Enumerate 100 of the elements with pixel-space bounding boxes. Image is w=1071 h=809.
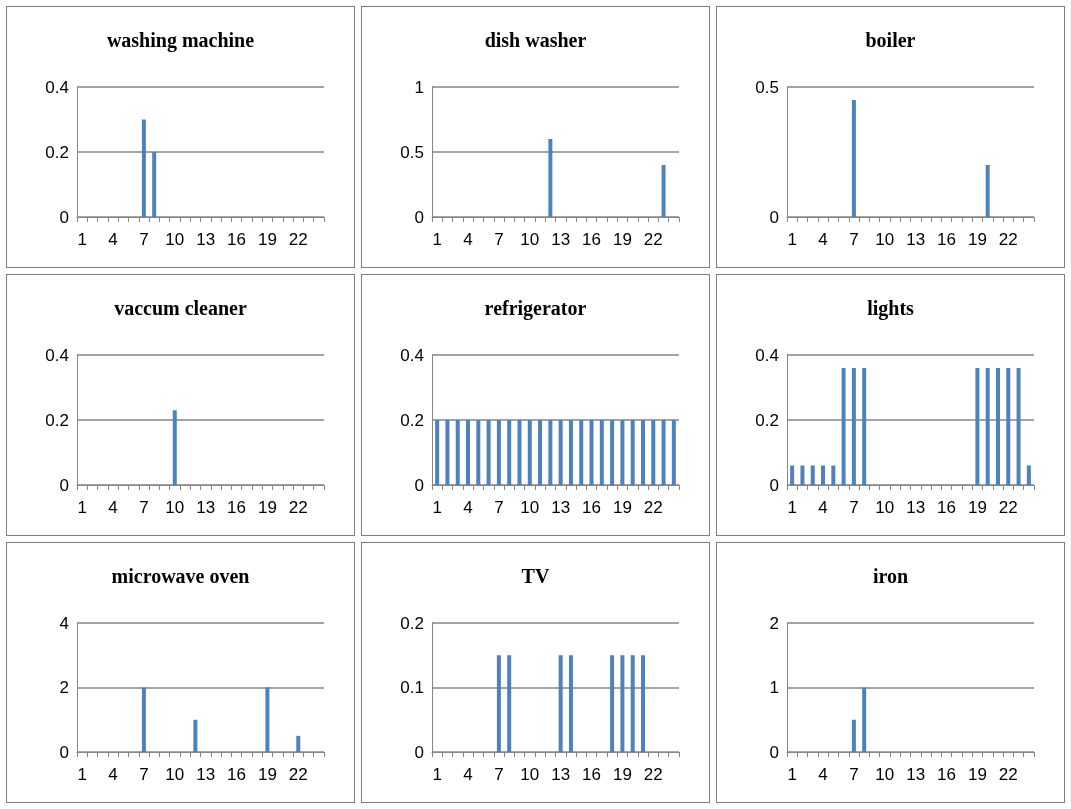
x-tick-label: 19	[612, 498, 632, 517]
x-tick-label: 13	[551, 498, 571, 517]
chart-title: TV	[521, 565, 550, 587]
y-tick-label: 0	[59, 475, 69, 495]
x-tick-label: 1	[432, 230, 442, 249]
x-tick-label: 4	[463, 498, 473, 517]
x-tick-label: 19	[257, 765, 277, 784]
x-tick-label: 13	[196, 498, 216, 517]
x-tick-label: 13	[906, 765, 926, 784]
x-tick-label: 16	[937, 498, 956, 517]
x-tick-label: 13	[196, 765, 216, 784]
y-tick-label: 0	[414, 742, 424, 762]
x-tick-label: 22	[288, 765, 308, 784]
x-tick-label: 7	[849, 498, 859, 517]
y-tick-label: 0.2	[400, 410, 424, 430]
bar	[296, 735, 301, 752]
x-tick-label: 1	[787, 230, 797, 249]
y-tick-label: 0.5	[755, 77, 779, 97]
x-tick-label: 19	[967, 230, 987, 249]
x-tick-label: 4	[108, 765, 118, 784]
y-tick-label: 0.2	[45, 142, 69, 162]
x-tick-label: 4	[108, 230, 118, 249]
y-tick-label: 0	[769, 742, 779, 762]
x-tick-label: 13	[906, 498, 926, 517]
x-tick-label: 10	[165, 765, 185, 784]
x-tick-label: 4	[108, 498, 118, 517]
x-tick-label: 10	[875, 498, 895, 517]
y-tick-label: 0	[414, 207, 424, 227]
x-tick-label: 1	[432, 765, 442, 784]
y-tick-label: 1	[414, 77, 424, 97]
y-tick-label: 2	[769, 613, 779, 633]
x-tick-label: 16	[582, 230, 601, 249]
x-tick-label: 7	[849, 230, 859, 249]
x-tick-label: 1	[787, 765, 797, 784]
x-tick-label: 13	[551, 765, 571, 784]
x-tick-label: 10	[165, 230, 185, 249]
y-tick-label: 0	[769, 475, 779, 495]
y-tick-label: 2	[59, 678, 69, 697]
x-tick-label: 19	[257, 230, 277, 249]
x-tick-label: 22	[288, 498, 308, 517]
x-tick-label: 22	[288, 230, 308, 249]
x-tick-label: 4	[818, 230, 828, 249]
x-tick-label: 4	[818, 765, 828, 784]
x-tick-label: 7	[494, 498, 504, 517]
x-tick-label: 1	[77, 498, 87, 517]
x-tick-label: 16	[227, 498, 246, 517]
chart-title: washing machine	[106, 29, 255, 52]
x-tick-label: 1	[77, 230, 87, 249]
x-tick-label: 16	[582, 498, 601, 517]
x-tick-label: 7	[139, 498, 149, 517]
y-tick-label: 0.4	[45, 77, 69, 97]
x-tick-label: 19	[967, 765, 987, 784]
x-tick-label: 16	[227, 230, 246, 249]
x-tick-label: 22	[998, 765, 1018, 784]
x-tick-label: 4	[463, 765, 473, 784]
y-tick-label: 0	[59, 207, 69, 227]
x-tick-label: 7	[849, 765, 859, 784]
y-tick-label: 0.1	[400, 678, 424, 697]
x-tick-label: 10	[165, 498, 185, 517]
x-tick-label: 10	[875, 230, 895, 249]
y-tick-label: 0.4	[400, 345, 424, 365]
x-tick-label: 22	[998, 230, 1018, 249]
x-tick-label: 19	[967, 498, 987, 517]
x-tick-label: 16	[937, 230, 956, 249]
x-tick-label: 1	[77, 765, 87, 784]
x-tick-label: 22	[998, 498, 1018, 517]
x-tick-label: 7	[139, 765, 149, 784]
bar	[141, 687, 146, 752]
x-tick-label: 19	[612, 230, 632, 249]
x-tick-label: 7	[494, 765, 504, 784]
chart-title: microwave oven	[111, 565, 250, 587]
x-tick-label: 22	[643, 498, 663, 517]
x-tick-label: 4	[463, 230, 473, 249]
x-tick-label: 4	[818, 498, 828, 517]
x-tick-label: 1	[432, 498, 442, 517]
y-tick-label: 0.2	[45, 410, 69, 430]
y-tick-label: 0	[769, 207, 779, 227]
x-tick-label: 1	[787, 498, 797, 517]
x-tick-label: 19	[257, 498, 277, 517]
chart-title: dish washer	[484, 29, 587, 51]
x-tick-label: 13	[906, 230, 926, 249]
chart-title: iron	[872, 565, 909, 587]
y-tick-label: 4	[59, 613, 69, 633]
x-tick-label: 10	[520, 230, 540, 249]
x-tick-label: 22	[643, 230, 663, 249]
x-tick-label: 7	[494, 230, 504, 249]
x-tick-label: 13	[196, 230, 216, 249]
chart-title: vaccum cleaner	[114, 297, 247, 319]
y-tick-label: 0	[414, 475, 424, 495]
x-tick-label: 10	[520, 498, 540, 517]
y-tick-label: 0	[59, 742, 69, 762]
x-tick-label: 19	[612, 765, 632, 784]
bar	[193, 719, 198, 752]
x-tick-label: 7	[139, 230, 149, 249]
chart-title: boiler	[865, 29, 916, 51]
x-tick-label: 16	[227, 765, 246, 784]
chart-title: refrigerator	[484, 297, 587, 320]
chart-title: lights	[867, 297, 915, 320]
y-tick-label: 0.2	[400, 613, 424, 633]
bar	[265, 687, 270, 752]
